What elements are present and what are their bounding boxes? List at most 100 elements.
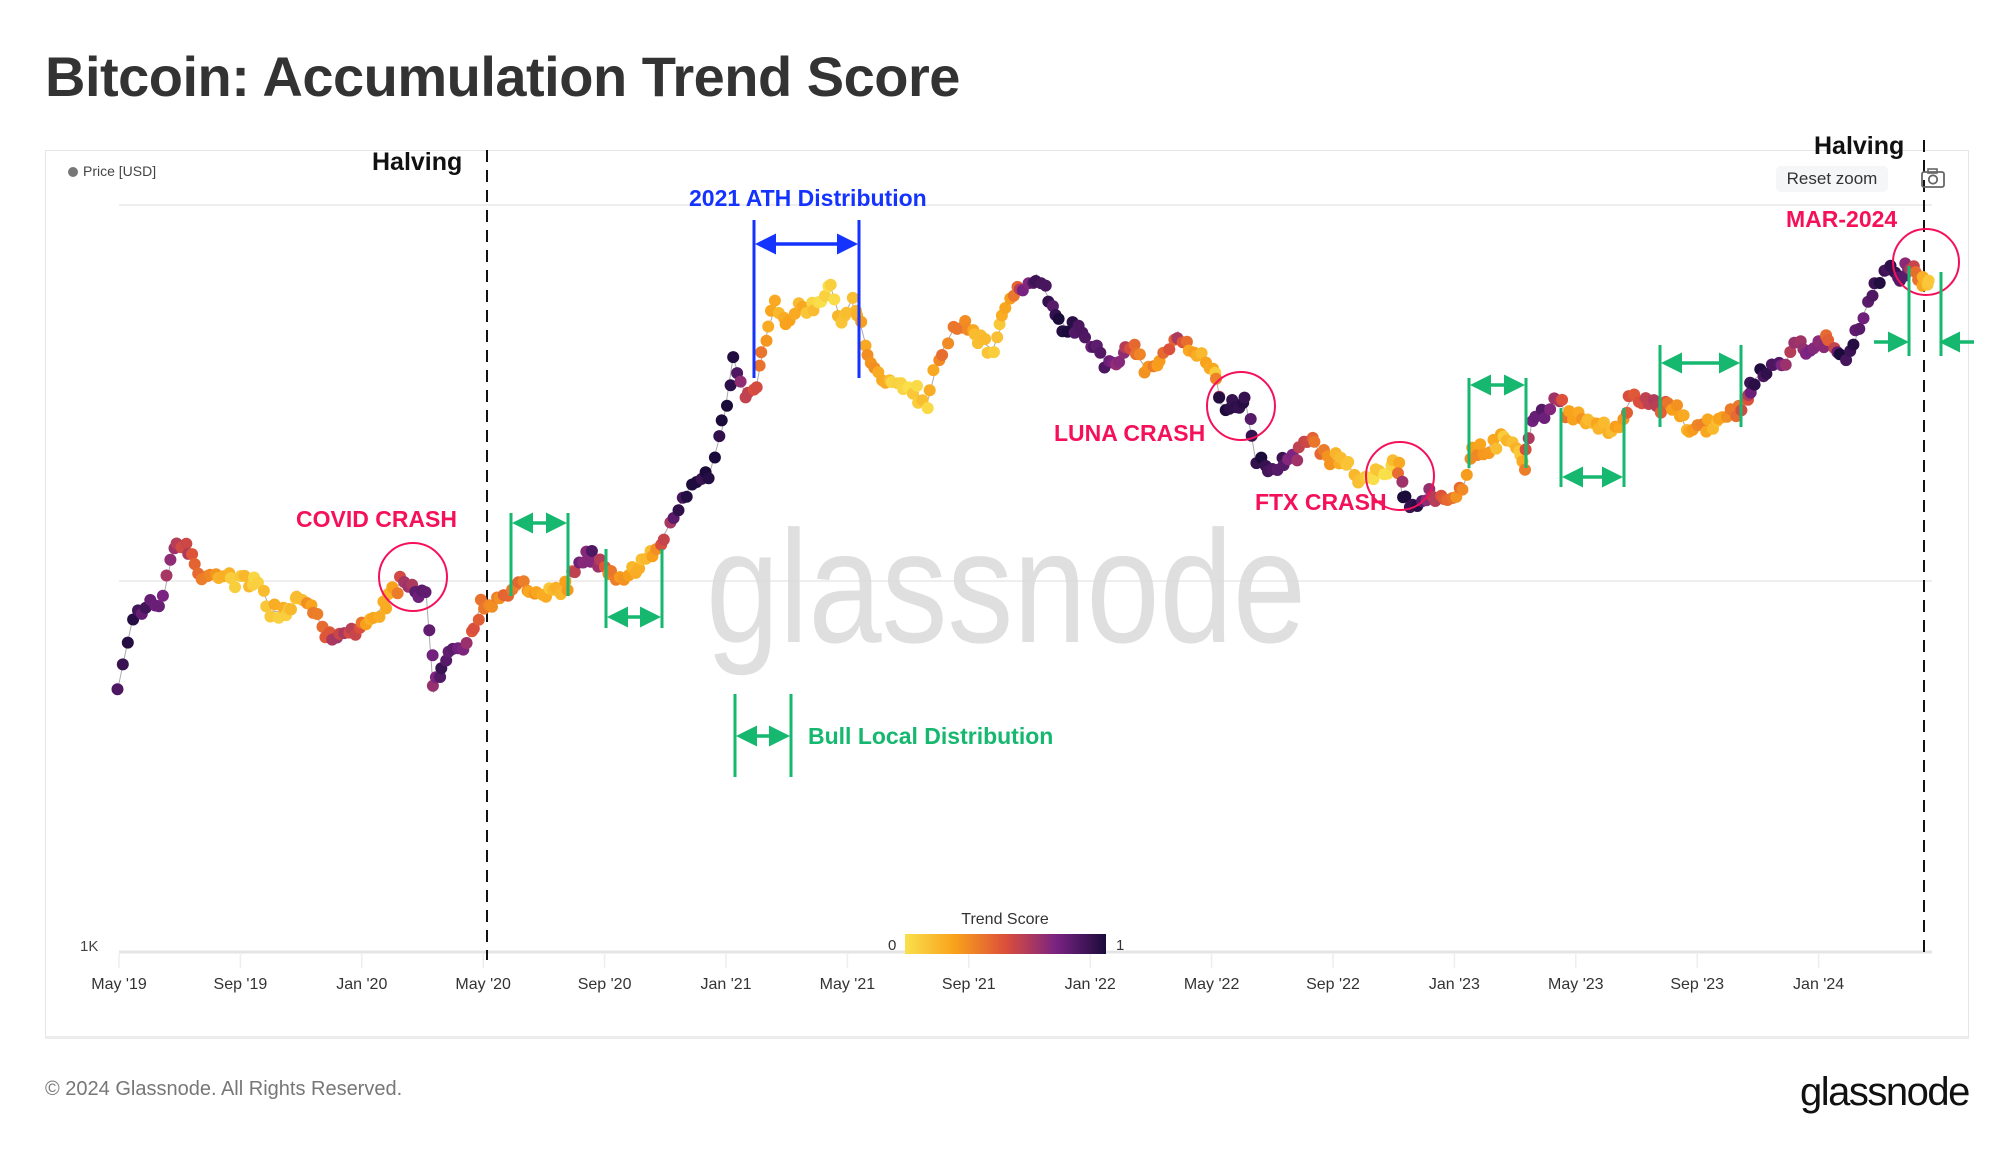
luna-crash-circle xyxy=(1206,371,1276,441)
price-dot xyxy=(1853,322,1866,335)
mar-2024-label: MAR-2024 xyxy=(1786,206,1897,232)
price-dot xyxy=(750,381,763,394)
x-tick-label: May '23 xyxy=(1548,976,1604,993)
price-dot xyxy=(517,575,530,588)
price-dot xyxy=(1460,468,1473,481)
price-dot xyxy=(229,581,241,594)
legend-label: Price [USD] xyxy=(83,163,157,179)
ath-distribution-label: 2021 ATH Distribution xyxy=(689,185,927,211)
x-tick-label: May '22 xyxy=(1184,976,1240,993)
price-dot xyxy=(605,565,617,577)
price-dot xyxy=(942,337,955,350)
halving-label-2020: Halving xyxy=(372,148,462,176)
price-dot xyxy=(991,331,1004,344)
price-dot xyxy=(1238,391,1251,404)
x-tick-label: May '19 xyxy=(91,976,147,993)
price-dot xyxy=(923,384,936,397)
x-tick-label: May '21 xyxy=(820,976,876,993)
price-dot xyxy=(680,490,693,503)
price-dot xyxy=(1456,483,1469,496)
glassnode-logo[interactable]: glassnode xyxy=(1800,1070,1970,1114)
price-dot xyxy=(1113,356,1126,368)
price-dot xyxy=(1760,367,1773,380)
price-dot xyxy=(111,683,124,696)
price-dot xyxy=(1922,274,1935,287)
price-dot xyxy=(127,613,140,626)
price-dot xyxy=(1779,358,1792,371)
chart-frame xyxy=(45,150,1969,1039)
price-dot xyxy=(840,306,853,319)
price-dot xyxy=(1291,454,1304,467)
price-dot xyxy=(1399,490,1412,503)
price-dot xyxy=(760,334,773,347)
price-dot xyxy=(657,533,670,546)
price-dot xyxy=(156,589,169,602)
covid-crash-circle xyxy=(378,542,448,612)
price-dot xyxy=(753,359,766,372)
price-dot xyxy=(1597,416,1610,429)
colorbar-title: Trend Score xyxy=(961,911,1049,928)
price-dot xyxy=(713,430,726,443)
bull-local-distribution-label: Bull Local Distribution xyxy=(808,723,1053,749)
colorbar-min-label: 0 xyxy=(888,937,896,954)
x-tick-label: Jan '20 xyxy=(336,976,387,993)
price-dot xyxy=(755,346,768,359)
price-dot xyxy=(1133,348,1146,361)
x-tick-label: Jan '22 xyxy=(1065,976,1116,993)
price-dot xyxy=(1677,409,1690,422)
price-dot xyxy=(391,587,404,600)
luna-crash-label: LUNA CRASH xyxy=(1054,420,1205,446)
price-dot xyxy=(828,293,841,306)
x-tick-label: Sep '19 xyxy=(214,976,268,993)
price-dot xyxy=(1210,372,1222,385)
camera-icon[interactable] xyxy=(1920,167,1946,189)
price-dot xyxy=(1163,343,1176,356)
price-dot xyxy=(715,414,728,427)
price-dot xyxy=(188,558,201,571)
price-dot xyxy=(585,545,598,557)
price-dot xyxy=(819,289,831,302)
x-tick-label: Sep '23 xyxy=(1670,976,1724,993)
price-dot xyxy=(672,504,685,517)
price-dot xyxy=(186,548,199,561)
price-dot xyxy=(1128,338,1141,351)
reset-zoom-button[interactable]: Reset zoom xyxy=(1776,166,1888,192)
price-dot xyxy=(702,472,715,485)
legend-dot-icon xyxy=(68,167,78,177)
price-dot xyxy=(373,610,386,623)
price-dot xyxy=(999,302,1012,314)
price-dot xyxy=(859,339,872,352)
price-dot xyxy=(224,572,237,585)
legend-item-price[interactable]: Price [USD] xyxy=(68,163,156,179)
price-dot xyxy=(1544,403,1557,416)
price-dot xyxy=(1474,438,1487,451)
price-dot xyxy=(768,294,781,307)
halving-label-2024: Halving xyxy=(1814,132,1904,160)
price-dot xyxy=(708,451,721,464)
price-dot xyxy=(1701,413,1714,426)
price-dot xyxy=(979,333,992,345)
price-dot xyxy=(1490,442,1503,455)
price-dot xyxy=(1396,475,1409,488)
price-series xyxy=(111,257,1935,696)
price-dot xyxy=(987,346,1000,359)
price-dot xyxy=(1873,277,1886,289)
x-ticks: May '19 Sep '19 Jan '20 May '20 Sep '20 Jan '… xyxy=(91,954,1844,993)
price-dot xyxy=(1538,412,1551,424)
price-dot xyxy=(152,600,165,613)
price-dot xyxy=(164,553,177,566)
price-dot xyxy=(734,375,747,388)
price-dot xyxy=(285,603,297,616)
price-dot xyxy=(568,566,581,579)
colorbar-gradient xyxy=(905,934,1106,954)
price-dot xyxy=(238,569,251,582)
page-title: Bitcoin: Accumulation Trend Score xyxy=(45,45,960,108)
x-tick-label: Sep '22 xyxy=(1306,976,1360,993)
ftx-crash-label: FTX CRASH xyxy=(1255,489,1387,515)
price-dot xyxy=(160,569,173,582)
x-tick-label: Sep '21 xyxy=(942,976,996,993)
covid-crash-label: COVID CRASH xyxy=(296,506,457,532)
price-dot xyxy=(855,315,868,328)
price-dot xyxy=(1195,347,1208,360)
